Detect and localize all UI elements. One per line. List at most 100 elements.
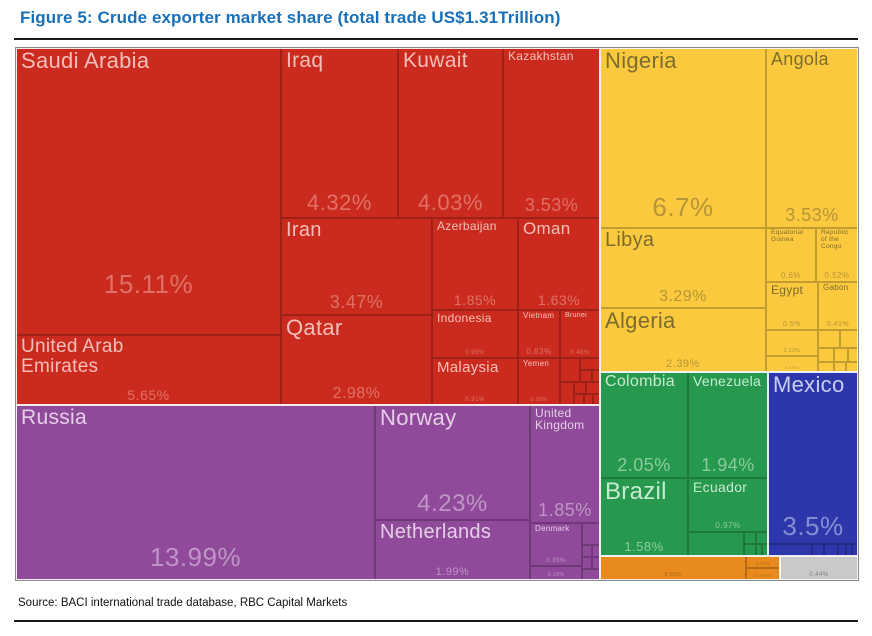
tile-label: Gabon bbox=[823, 283, 849, 292]
tile-value: 3.47% bbox=[329, 292, 384, 312]
treemap-tile-norway: Norway 4.23% bbox=[375, 405, 530, 520]
tile-label: Nigeria bbox=[605, 48, 677, 73]
tile-label: Equatorial Guinea bbox=[771, 229, 804, 243]
treemap-tile-cell-45: 0.19% bbox=[766, 356, 818, 372]
treemap-tile-cell-52 bbox=[834, 362, 846, 372]
treemap-tile-yemen: Yemen 0.36% bbox=[518, 358, 560, 405]
tile-label: Norway bbox=[380, 405, 457, 430]
treemap-tile-denmark: Denmark 0.39% bbox=[530, 523, 582, 566]
treemap-tile-indonesia: Indonesia 0.95% bbox=[432, 310, 518, 358]
tile-value: 1.63% bbox=[537, 292, 581, 308]
tile-label: Colombia bbox=[605, 373, 675, 390]
tile-value: 2.39% bbox=[666, 358, 700, 370]
treemap-tile-cell-60 bbox=[756, 532, 768, 544]
tile-value: 0.91% bbox=[465, 397, 485, 403]
treemap-tile-cell-50 bbox=[848, 348, 858, 362]
treemap-tile-cell-66 bbox=[812, 544, 824, 556]
tile-value: 3.5% bbox=[782, 511, 844, 541]
tile-value: 1.58% bbox=[624, 539, 664, 554]
treemap-tile-republic-of-the-congo: Republic of the Congo 0.52% bbox=[816, 228, 858, 282]
tile-value: 0.83% bbox=[664, 572, 682, 578]
tile-label: Republic of the Congo bbox=[821, 229, 849, 250]
tile-label: Kazakhstan bbox=[508, 49, 574, 63]
tile-value: 1.99% bbox=[435, 566, 470, 578]
tile-value: 0.6% bbox=[780, 271, 802, 280]
treemap-tile-venezuela: Venezuela 1.94% bbox=[688, 372, 768, 478]
tile-label: United Arab Emirates bbox=[21, 336, 124, 377]
tile-value: 1.94% bbox=[701, 455, 755, 475]
tile-value: 4.03% bbox=[418, 190, 483, 215]
tile-value: 3.29% bbox=[659, 288, 707, 305]
tile-label: Saudi Arabia bbox=[21, 48, 150, 73]
tile-label: Oman bbox=[523, 219, 571, 238]
source-text: Source: BACI international trade databas… bbox=[18, 597, 348, 609]
treemap-tile-cell-29: 0.19% bbox=[530, 566, 582, 580]
treemap-tile-cell-49 bbox=[834, 348, 848, 362]
tile-value: 0.52% bbox=[824, 271, 850, 280]
tile-value: 2.98% bbox=[332, 385, 381, 402]
treemap-tile-cell-73: 0.08% bbox=[746, 568, 780, 580]
treemap-tile-colombia: Colombia 2.05% bbox=[600, 372, 688, 478]
tile-value: 0.23% bbox=[783, 348, 801, 354]
treemap-tile-cell-17 bbox=[592, 370, 600, 382]
title-divider bbox=[14, 38, 858, 40]
treemap-tile-ecuador: Ecuador 0.97% bbox=[688, 478, 768, 532]
treemap-tile-azerbaijan: Azerbaijan 1.85% bbox=[432, 218, 518, 310]
treemap-tile-cell-14 bbox=[560, 358, 580, 382]
tile-value: 0.44% bbox=[809, 572, 829, 578]
treemap-tile-gabon: Gabon 0.41% bbox=[818, 282, 858, 330]
tile-value: 4.23% bbox=[417, 490, 488, 517]
treemap-tile-equatorial-guinea: Equatorial Guinea 0.6% bbox=[766, 228, 816, 282]
tile-label: Algeria bbox=[605, 308, 676, 333]
treemap-tile-cell-34 bbox=[592, 557, 600, 569]
tile-value: 6.7% bbox=[652, 192, 714, 222]
treemap-tile-cell-20 bbox=[586, 382, 600, 394]
tile-label: Russia bbox=[21, 406, 87, 429]
tile-value: 5.65% bbox=[127, 387, 170, 403]
treemap-tile-cell-30 bbox=[582, 523, 600, 545]
tile-label: United Kingdom bbox=[535, 406, 585, 433]
tile-value: 1.85% bbox=[538, 500, 592, 520]
treemap-tile-iraq: Iraq 4.32% bbox=[281, 48, 398, 218]
treemap-tile-cell-67 bbox=[824, 544, 838, 556]
tile-value: 0.41% bbox=[826, 321, 850, 328]
treemap-tile-saudi-arabia: Saudi Arabia 15.11% bbox=[16, 48, 281, 335]
tile-value: 0.19% bbox=[785, 365, 799, 370]
tile-label: Brunei bbox=[565, 312, 588, 319]
treemap-tile-brazil: Brazil 1.58% bbox=[600, 478, 688, 556]
treemap-tile-egypt: Egypt 0.5% bbox=[766, 282, 818, 330]
treemap-tile-cell-18 bbox=[560, 382, 574, 405]
bottom-divider bbox=[14, 620, 858, 622]
tile-value: 0.39% bbox=[546, 558, 566, 564]
treemap-tile-cell-53 bbox=[846, 362, 858, 372]
treemap-tile-algeria: Algeria 2.39% bbox=[600, 308, 766, 372]
treemap: Saudi Arabia 15.11% United Arab Emirates 5.… bbox=[15, 47, 859, 581]
tile-value: 0.97% bbox=[715, 521, 741, 530]
tile-value: 2.05% bbox=[617, 455, 671, 475]
treemap-tile-cell-61 bbox=[744, 544, 756, 556]
tile-value: 13.99% bbox=[149, 542, 242, 572]
tile-value: 0.48% bbox=[570, 350, 590, 356]
treemap-tile-cell-65 bbox=[768, 544, 812, 556]
tile-label: Angola bbox=[771, 49, 829, 69]
tile-value: 0.08% bbox=[756, 573, 770, 578]
treemap-tile-cell-21 bbox=[574, 394, 584, 405]
treemap-tile-kuwait: Kuwait 4.03% bbox=[398, 48, 503, 218]
treemap-tile-cell-33 bbox=[582, 557, 592, 569]
treemap-tile-malaysia: Malaysia 0.91% bbox=[432, 358, 518, 405]
tile-value: 0.19% bbox=[547, 572, 565, 578]
tile-value: 0.63% bbox=[526, 347, 552, 356]
treemap-tile-cell-51 bbox=[818, 362, 834, 372]
tile-value: 3.53% bbox=[785, 205, 839, 225]
tile-value: 3.53% bbox=[524, 195, 579, 215]
treemap-tile-cell-72: 0.17% bbox=[746, 556, 780, 568]
treemap-tile-cell-74: 0.44% bbox=[780, 556, 858, 580]
tile-label: Vietnam bbox=[523, 311, 555, 320]
treemap-tile-cell-35 bbox=[582, 569, 600, 580]
tile-value: 0.95% bbox=[465, 350, 485, 356]
treemap-tile-cell-23 bbox=[593, 394, 600, 405]
treemap-tile-united-kingdom: United Kingdom 1.85% bbox=[530, 405, 600, 523]
tile-label: Kuwait bbox=[403, 49, 468, 72]
tile-value: 1.85% bbox=[453, 292, 497, 308]
